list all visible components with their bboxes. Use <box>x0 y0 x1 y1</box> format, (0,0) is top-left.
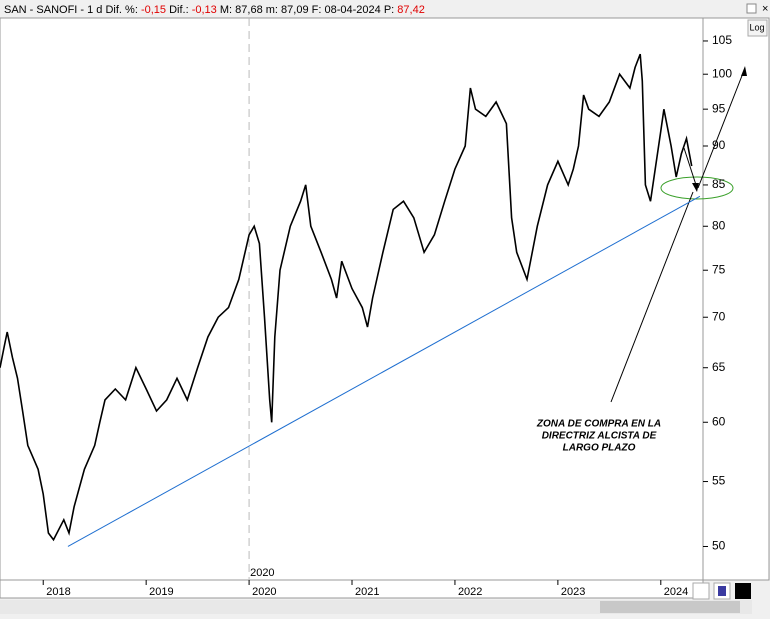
stat-value: -0,13 <box>192 4 217 16</box>
y-tick-label: 75 <box>712 262 726 276</box>
x-tick-label: 2023 <box>561 586 585 598</box>
stat-label: m: <box>266 4 278 16</box>
maximize-button[interactable] <box>746 3 757 14</box>
y-tick-label: 60 <box>712 414 726 428</box>
annotation: LARGO PLAZO <box>563 443 636 454</box>
tool-button[interactable] <box>692 582 710 600</box>
stat-value: 87,09 <box>281 4 309 16</box>
highlight-ellipse <box>660 176 734 200</box>
stat-value: 87,68 <box>235 4 263 16</box>
scroll-thumb[interactable] <box>600 601 740 613</box>
y-tick-label: 95 <box>712 101 726 115</box>
x-tick-label: 2020 <box>252 586 276 598</box>
y-tick-label: 55 <box>712 474 726 488</box>
annotation: DIRECTRIZ ALCISTA DE <box>542 431 657 442</box>
x-tick-label: 2021 <box>355 586 379 598</box>
arrow-line <box>697 67 746 189</box>
scrollbar[interactable] <box>0 600 752 614</box>
header-text: SAN - SANOFI - 1 d Dif. %: -0,15 Dif.: -… <box>4 4 425 16</box>
arrowhead <box>741 66 747 76</box>
x-tick-label: 2018 <box>46 586 70 598</box>
stat-label: M: <box>220 4 232 16</box>
arrow-line <box>683 147 698 189</box>
stat-value: 87,42 <box>397 4 425 16</box>
stat-label: P: <box>384 4 394 16</box>
color-button[interactable] <box>735 583 751 599</box>
y-tick-label: 50 <box>712 539 726 553</box>
stat-label: Dif. %: <box>105 4 137 16</box>
stat-label: F: <box>312 4 322 16</box>
y-tick-label: 90 <box>712 138 726 152</box>
price-line <box>0 53 693 542</box>
stat-label: Dif.: <box>169 4 189 16</box>
log-label: Log <box>749 22 764 32</box>
trendline <box>67 195 701 547</box>
annotation: ZONA DE COMPRA EN LA <box>536 419 661 430</box>
log-button[interactable] <box>747 19 768 37</box>
plot-area <box>0 17 704 581</box>
header: SAN - SANOFI - 1 d Dif. %: -0,15 Dif.: -… <box>4 4 425 16</box>
y-tick-label: 80 <box>712 218 726 232</box>
y-tick-label: 100 <box>712 66 732 80</box>
x-tick-label: 2022 <box>458 586 482 598</box>
title: SAN - SANOFI - 1 d <box>4 4 102 16</box>
x-tick-label: 2024 <box>664 586 688 598</box>
y-tick-label: 85 <box>712 177 726 191</box>
stat-value: 08-04-2024 <box>324 4 380 16</box>
y-tick-label: 70 <box>712 309 726 323</box>
stat-value: -0,15 <box>141 4 166 16</box>
close-button[interactable]: × <box>762 3 768 15</box>
y-tick-label: 105 <box>712 33 732 47</box>
separator-label: 2020 <box>250 567 274 579</box>
x-tick-label: 2019 <box>149 586 173 598</box>
save-icon <box>718 586 726 596</box>
arrow-line <box>610 191 694 403</box>
y-tick-label: 65 <box>712 360 726 374</box>
arrowhead <box>692 183 699 192</box>
x-axis-area <box>0 579 704 599</box>
y-axis-area <box>702 17 770 581</box>
